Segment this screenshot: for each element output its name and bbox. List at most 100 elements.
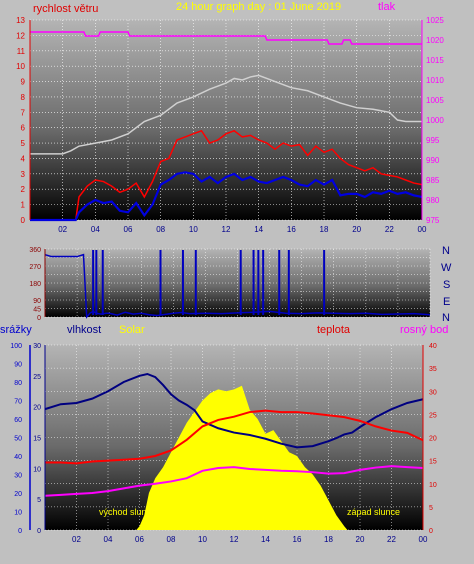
x-tick-label: 22: [387, 535, 396, 544]
x-tick-label: 08: [156, 225, 165, 234]
x-tick-label: 02: [58, 225, 67, 234]
humidity-label: vlhkost: [67, 324, 101, 336]
x-tick-label: 14: [261, 535, 270, 544]
graph-title: 24 hour graph day : 01 June 2019: [176, 1, 341, 13]
temp-tick-label: 35: [429, 366, 437, 373]
y-tick-label: 90: [33, 298, 41, 305]
y-tick-label: 7: [21, 108, 26, 117]
dir-label-e: E: [443, 296, 450, 308]
y-tick-label: 3: [21, 170, 26, 179]
temp-tick-label: 25: [429, 412, 437, 419]
rain-tick-label: 80: [14, 380, 22, 387]
series-humidity: [44, 372, 424, 449]
y2-tick-label: 980: [426, 196, 440, 205]
y-tick-label: 12: [16, 31, 25, 40]
x-tick-label: 10: [198, 535, 207, 544]
temp-tick-label: 5: [429, 505, 433, 512]
sunrise-label: východ slunce: [99, 507, 156, 517]
x-tick-label: 04: [104, 535, 113, 544]
solar-label: Solar: [119, 324, 145, 336]
y-tick-label: 180: [29, 281, 41, 288]
y-tick-label: 10: [16, 62, 25, 71]
y-tick-label: 0: [21, 216, 26, 225]
y2-tick-label: 1010: [426, 76, 444, 85]
series-dew_point: [44, 465, 424, 497]
rain-tick-label: 40: [14, 454, 22, 461]
y2-tick-label: 1005: [426, 96, 444, 105]
y2-tick-label: 1025: [426, 16, 444, 25]
y-tick-label: 4: [21, 154, 26, 163]
x-tick-label: 18: [324, 535, 333, 544]
x-tick-label: 16: [287, 225, 296, 234]
rain-tick-label: 90: [14, 362, 22, 369]
x-tick-label: 16: [293, 535, 302, 544]
rain-label: srážky: [0, 324, 32, 336]
humidity-tick-label: 5: [37, 497, 41, 504]
y2-tick-label: 1015: [426, 56, 444, 65]
rain-tick-label: 0: [18, 528, 22, 535]
temp-tick-label: 0: [429, 528, 433, 535]
rain-tick-label: 60: [14, 417, 22, 424]
series-solar: [45, 385, 423, 530]
temp-tick-label: 20: [429, 436, 437, 443]
sunset-label: západ slunce: [347, 507, 400, 517]
x-tick-label: 08: [167, 535, 176, 544]
humidity-tick-label: 10: [33, 466, 41, 473]
dir-label-n2: N: [442, 312, 450, 324]
y-tick-label: 270: [29, 264, 41, 271]
x-tick-label: 12: [230, 535, 239, 544]
y-tick-label: 9: [21, 78, 26, 87]
humidity-tick-label: 25: [33, 374, 41, 381]
rain-tick-label: 100: [10, 343, 22, 350]
y-tick-label: 0: [37, 315, 41, 322]
x-tick-label: 04: [91, 225, 100, 234]
x-tick-label: 06: [124, 225, 133, 234]
y-tick-label: 11: [17, 47, 26, 56]
y-tick-label: 5: [21, 139, 26, 148]
y2-tick-label: 1000: [426, 116, 444, 125]
series-speed: [30, 171, 423, 222]
y2-tick-label: 990: [426, 156, 440, 165]
temperature-label: teplota: [317, 324, 351, 336]
rain-tick-label: 70: [14, 399, 22, 406]
y-tick-label: 8: [21, 93, 26, 102]
humidity-tick-label: 30: [33, 343, 41, 350]
series-gust: [30, 129, 423, 221]
x-tick-label: 20: [352, 225, 361, 234]
x-tick-label: 00: [418, 225, 427, 234]
rain-tick-label: 30: [14, 473, 22, 480]
x-tick-label: 00: [419, 535, 428, 544]
humidity-tick-label: 0: [37, 528, 41, 535]
temp-tick-label: 30: [429, 389, 437, 396]
rain-tick-label: 10: [14, 510, 22, 517]
temp-tick-label: 15: [429, 459, 437, 466]
x-tick-label: 20: [356, 535, 365, 544]
dir-label-s: S: [443, 279, 450, 291]
dir-label-n: N: [442, 245, 450, 257]
x-tick-label: 10: [189, 225, 198, 234]
humidity-tick-label: 15: [33, 436, 41, 443]
y2-tick-label: 975: [426, 216, 440, 225]
rain-tick-label: 20: [14, 491, 22, 498]
humidity-tick-label: 20: [33, 405, 41, 412]
rain-tick-label: 50: [14, 436, 22, 443]
x-tick-label: 14: [254, 225, 263, 234]
y-tick-label: 6: [21, 124, 26, 133]
y-tick-label: 45: [33, 307, 41, 314]
y-tick-label: 360: [29, 247, 41, 254]
wind-speed-label: rychlost větru: [33, 3, 98, 15]
series-pressure_secondary: [30, 74, 422, 155]
y2-tick-label: 985: [426, 176, 440, 185]
pressure-label: tlak: [378, 1, 396, 13]
y-tick-label: 13: [16, 16, 25, 25]
x-tick-label: 18: [320, 225, 329, 234]
series-temperature: [45, 409, 424, 465]
y-tick-label: 2: [21, 185, 26, 194]
y-tick-label: 1: [21, 201, 26, 210]
x-tick-label: 22: [385, 225, 394, 234]
series-pressure: [30, 31, 422, 45]
x-tick-label: 12: [222, 225, 231, 234]
dew-point-label: rosný bod: [400, 324, 448, 336]
